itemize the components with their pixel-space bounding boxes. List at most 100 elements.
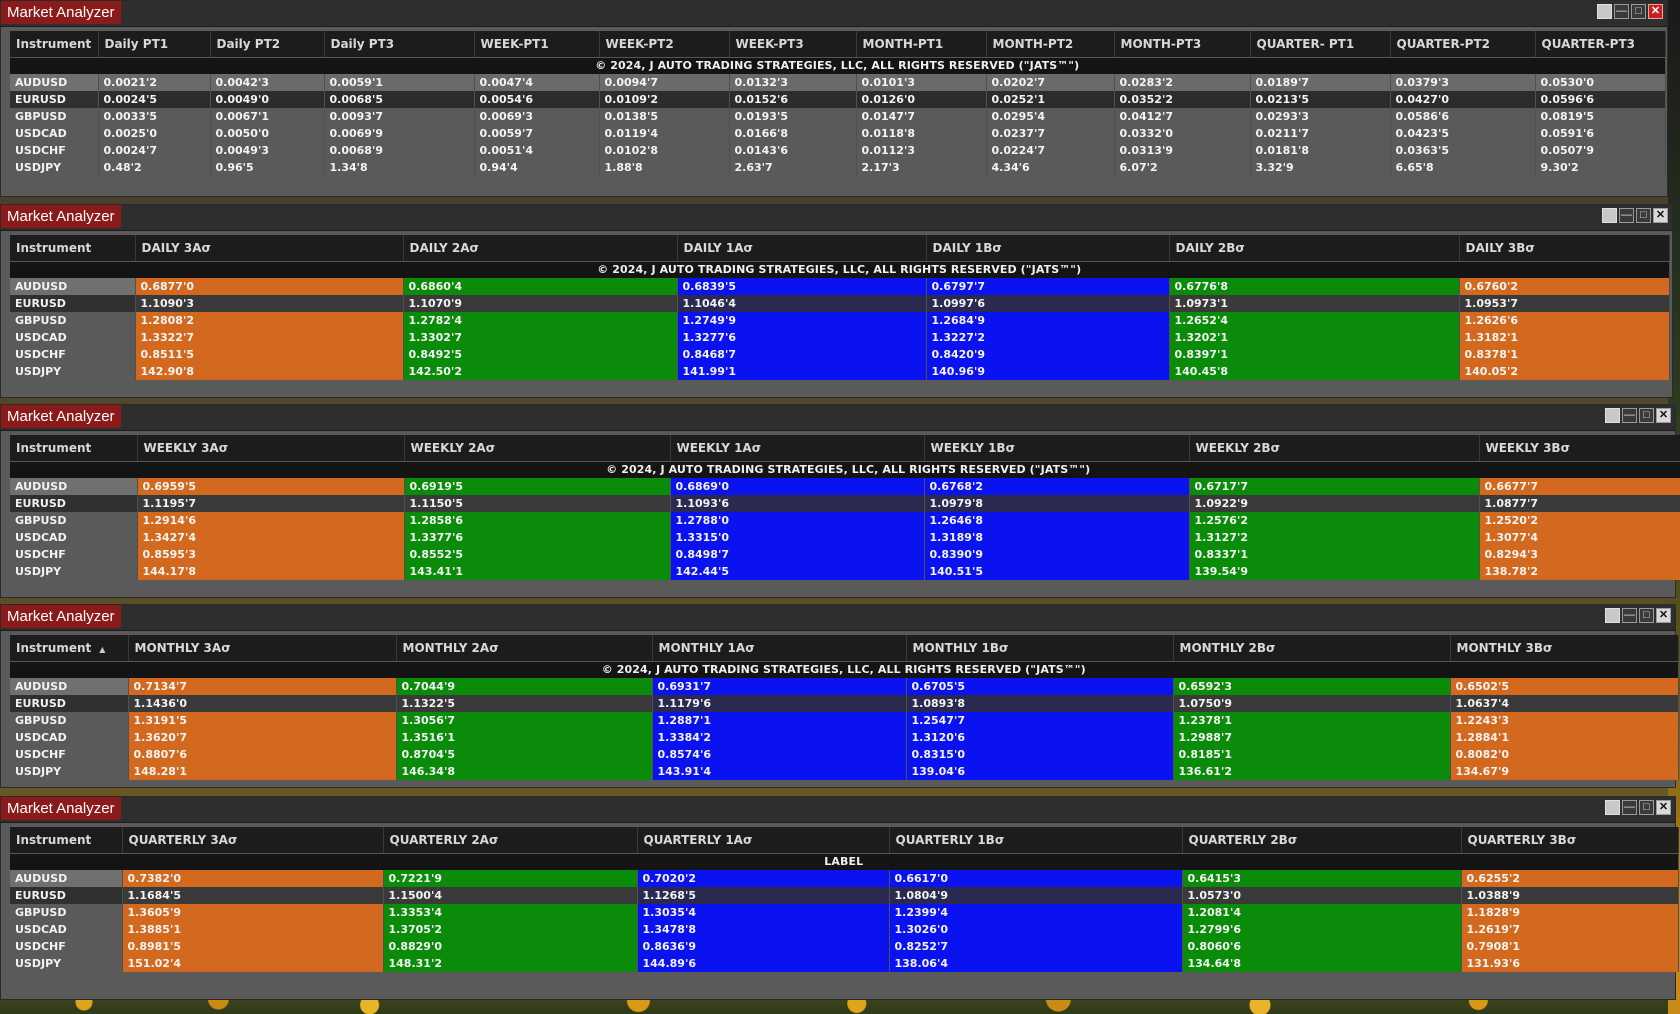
value-cell[interactable]: 0.8981'5 xyxy=(122,938,384,955)
value-cell[interactable]: 1.3315'0 xyxy=(670,529,925,546)
value-cell[interactable]: 1.2646'8 xyxy=(924,512,1190,529)
value-cell[interactable]: 6.65'8 xyxy=(1390,159,1536,176)
value-cell[interactable]: 1.1684'5 xyxy=(122,887,384,904)
value-cell[interactable]: 0.0138'5 xyxy=(599,108,730,125)
value-cell[interactable]: 0.0094'7 xyxy=(599,74,730,91)
value-cell[interactable]: 0.0313'9 xyxy=(1114,142,1251,159)
value-cell[interactable]: 0.0132'3 xyxy=(729,74,857,91)
value-cell[interactable]: 148.31'2 xyxy=(383,955,638,972)
value-cell[interactable]: 0.8704'5 xyxy=(396,746,653,763)
table-row[interactable]: USDCHF 0.8981'5 0.8829'0 0.8636'9 0.8252'7 0.… xyxy=(10,938,1679,955)
window-titlebar[interactable]: Market Analyzer — □ ✕ xyxy=(1,1,1667,27)
market-analyzer-window[interactable]: Market Analyzer — □ ✕ Instrument ▲ MONTHLY 3Aσ… xyxy=(0,604,1679,788)
instrument-cell[interactable]: USDJPY xyxy=(10,763,129,780)
value-cell[interactable]: 0.0047'4 xyxy=(474,74,600,91)
value-cell[interactable]: 1.2520'2 xyxy=(1479,512,1680,529)
value-cell[interactable]: 0.6415'3 xyxy=(1182,870,1462,887)
column-header[interactable]: QUARTERLY 1Aσ xyxy=(637,827,890,854)
table-row[interactable]: EURUSD 1.1195'7 1.1150'5 1.1093'6 1.0979'8 1.… xyxy=(10,495,1680,512)
value-cell[interactable]: 0.6839'5 xyxy=(677,278,927,295)
value-cell[interactable]: 1.88'8 xyxy=(599,159,730,176)
value-cell[interactable]: 9.30'2 xyxy=(1535,159,1666,176)
column-header[interactable]: WEEKLY 2Aσ xyxy=(404,435,671,462)
column-header[interactable]: MONTHLY 2Aσ xyxy=(396,635,653,662)
value-cell[interactable]: 0.0068'5 xyxy=(324,91,475,108)
value-cell[interactable]: 0.0101'3 xyxy=(856,74,987,91)
value-cell[interactable]: 1.2858'6 xyxy=(404,512,671,529)
market-analyzer-window[interactable]: Market Analyzer — □ ✕ Instrument QUARTERLY 3A… xyxy=(0,796,1679,1000)
value-cell[interactable]: 1.3120'6 xyxy=(906,729,1174,746)
table-row[interactable]: USDJPY 142.90'8 142.50'2 141.99'1 140.96'9 14… xyxy=(10,363,1670,380)
value-cell[interactable]: 1.2988'7 xyxy=(1173,729,1451,746)
value-cell[interactable]: 0.8492'5 xyxy=(403,346,678,363)
value-cell[interactable]: 0.0352'2 xyxy=(1114,91,1251,108)
value-cell[interactable]: 3.32'9 xyxy=(1250,159,1391,176)
column-header[interactable]: WEEKLY 3Aσ xyxy=(137,435,405,462)
value-cell[interactable]: 0.0068'9 xyxy=(324,142,475,159)
table-row[interactable]: USDCAD 1.3620'7 1.3516'1 1.3384'2 1.3120'6 1.… xyxy=(10,729,1679,746)
value-cell[interactable]: 0.6760'2 xyxy=(1459,278,1670,295)
column-header[interactable]: DAILY 3Bσ xyxy=(1459,235,1670,262)
value-cell[interactable]: 0.0102'8 xyxy=(599,142,730,159)
value-cell[interactable]: 0.8636'9 xyxy=(637,938,890,955)
value-cell[interactable]: 0.6617'0 xyxy=(889,870,1183,887)
value-cell[interactable]: 1.2788'0 xyxy=(670,512,925,529)
value-cell[interactable]: 1.3182'1 xyxy=(1459,329,1670,346)
close-button[interactable]: ✕ xyxy=(1656,800,1671,815)
value-cell[interactable]: 0.8378'1 xyxy=(1459,346,1670,363)
value-cell[interactable]: 139.54'9 xyxy=(1189,563,1480,580)
table-row[interactable]: AUDUSD 0.6877'0 0.6860'4 0.6839'5 0.6797'7 0.… xyxy=(10,278,1670,295)
value-cell[interactable]: 0.0283'2 xyxy=(1114,74,1251,91)
close-button[interactable]: ✕ xyxy=(1653,208,1668,223)
instrument-cell[interactable]: EURUSD xyxy=(10,495,138,512)
value-cell[interactable]: 1.3202'1 xyxy=(1169,329,1460,346)
value-cell[interactable]: 0.0193'5 xyxy=(729,108,857,125)
column-header[interactable]: WEEKLY 2Bσ xyxy=(1189,435,1480,462)
value-cell[interactable]: 0.0507'9 xyxy=(1535,142,1666,159)
value-cell[interactable]: 136.61'2 xyxy=(1173,763,1451,780)
column-header[interactable]: WEEKLY 1Aσ xyxy=(670,435,925,462)
value-cell[interactable]: 0.0586'6 xyxy=(1390,108,1536,125)
table-row[interactable]: USDJPY 0.48'2 0.96'5 1.34'8 0.94'4 1.88'8 2.63… xyxy=(10,159,1666,176)
instrument-cell[interactable]: GBPUSD xyxy=(10,108,99,125)
minimize-button[interactable]: — xyxy=(1622,408,1637,423)
column-header[interactable]: QUARTERLY 3Aσ xyxy=(122,827,384,854)
value-cell[interactable]: 0.0819'5 xyxy=(1535,108,1666,125)
column-header[interactable]: QUARTER- PT1 xyxy=(1250,31,1391,58)
value-cell[interactable]: 1.3427'4 xyxy=(137,529,405,546)
column-header[interactable]: DAILY 1Bσ xyxy=(926,235,1170,262)
instrument-cell[interactable]: USDJPY xyxy=(10,159,99,176)
minimize-button[interactable]: — xyxy=(1619,208,1634,223)
window-titlebar[interactable]: Market Analyzer — □ ✕ xyxy=(1,205,1672,231)
value-cell[interactable]: 1.3056'7 xyxy=(396,712,653,729)
column-header-instrument[interactable]: Instrument xyxy=(10,827,123,854)
instrument-cell[interactable]: USDCHF xyxy=(10,546,138,563)
value-cell[interactable]: 0.0363'5 xyxy=(1390,142,1536,159)
value-cell[interactable]: 0.8337'1 xyxy=(1189,546,1480,563)
value-cell[interactable]: 0.8807'6 xyxy=(128,746,397,763)
column-header[interactable]: QUARTER-PT2 xyxy=(1390,31,1536,58)
instrument-cell[interactable]: USDCHF xyxy=(10,746,129,763)
value-cell[interactable]: 0.8390'9 xyxy=(924,546,1190,563)
value-cell[interactable]: 143.41'1 xyxy=(404,563,671,580)
instrument-cell[interactable]: GBPUSD xyxy=(10,512,138,529)
value-cell[interactable]: 1.2808'2 xyxy=(135,312,404,329)
table-row[interactable]: USDCAD 1.3322'7 1.3302'7 1.3277'6 1.3227'2 1.… xyxy=(10,329,1670,346)
value-cell[interactable]: 0.6776'8 xyxy=(1169,278,1460,295)
maximize-button[interactable]: □ xyxy=(1639,408,1654,423)
value-cell[interactable]: 1.1046'4 xyxy=(677,295,927,312)
value-cell[interactable]: 0.0224'7 xyxy=(986,142,1115,159)
instrument-cell[interactable]: GBPUSD xyxy=(10,712,129,729)
value-cell[interactable]: 1.1322'5 xyxy=(396,695,653,712)
value-cell[interactable]: 1.2576'2 xyxy=(1189,512,1480,529)
minimize-button[interactable]: — xyxy=(1622,800,1637,815)
value-cell[interactable]: 1.3026'0 xyxy=(889,921,1183,938)
column-header-instrument[interactable]: Instrument▲ xyxy=(10,31,99,58)
value-cell[interactable]: 2.17'3 xyxy=(856,159,987,176)
value-cell[interactable]: 0.6797'7 xyxy=(926,278,1170,295)
value-cell[interactable]: 134.67'9 xyxy=(1450,763,1679,780)
value-cell[interactable]: 1.2914'6 xyxy=(137,512,405,529)
value-cell[interactable]: 0.7020'2 xyxy=(637,870,890,887)
market-analyzer-window[interactable]: Market Analyzer —□✕ Instrument▲ Daily PT1 Da… xyxy=(0,0,1668,197)
value-cell[interactable]: 0.6502'5 xyxy=(1450,678,1679,695)
